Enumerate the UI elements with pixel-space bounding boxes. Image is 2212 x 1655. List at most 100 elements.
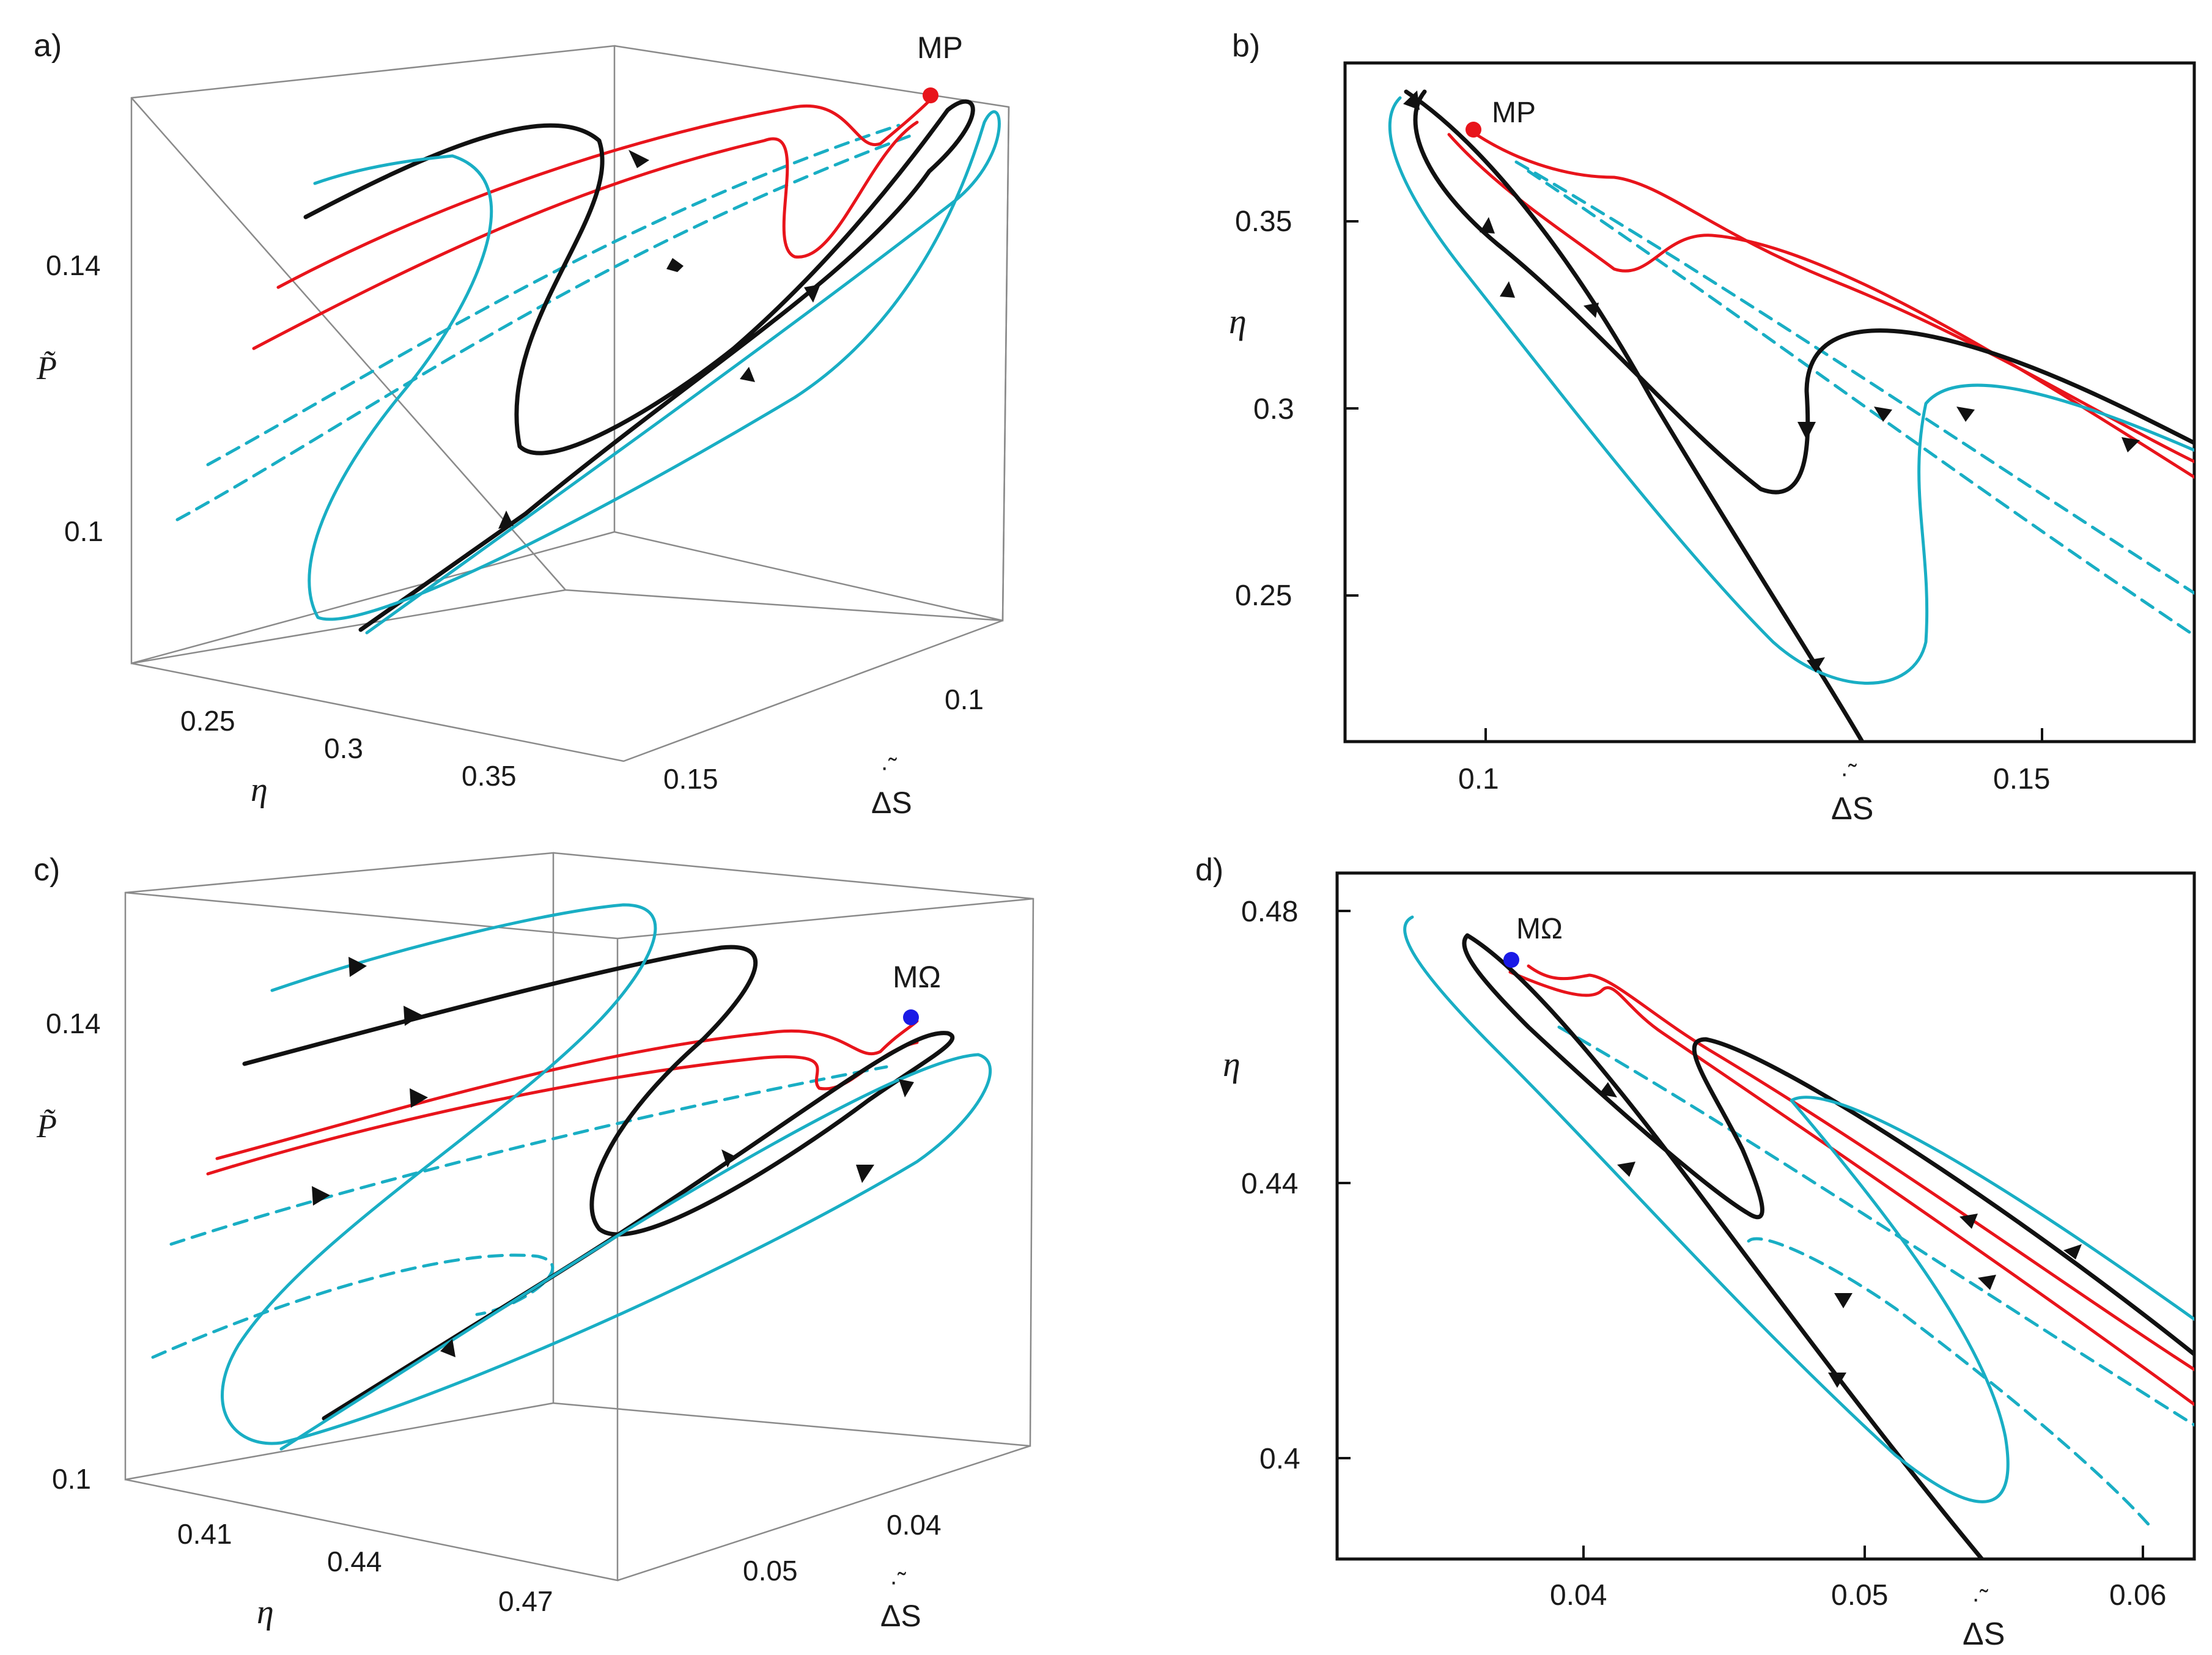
- panel-a-s-label: ΔS: [871, 786, 912, 820]
- panel-a-cyan-dashed-1: [175, 131, 919, 522]
- panel-b-arrow-8: [2122, 437, 2140, 452]
- panel-d-black-curve: [1462, 933, 2194, 1559]
- panel-b-x-label-tilde: ·̃: [1840, 760, 1857, 787]
- panel-b-arrow-6: [1874, 407, 1892, 422]
- panel-d-y-tick-1: 0.44: [1241, 1168, 1298, 1200]
- panel-a-s-label-tilde: ·̃: [880, 754, 897, 781]
- panel-c-eta-tick-1: 0.44: [327, 1546, 382, 1577]
- panel-d: d) 0.48 0.44 0.4 η 0.04 0.05 0.06 ΔS ·̃: [1195, 852, 2196, 1652]
- panel-d-arrow-1: [1599, 1082, 1617, 1097]
- panel-b-y-label: η: [1229, 301, 1247, 341]
- panel-a-mp-point: [923, 87, 938, 103]
- panel-c-cyan-dashed-1: [169, 1065, 888, 1246]
- panel-c-p-label: P̃: [36, 1108, 57, 1144]
- panel-d-x-label: ΔS: [1963, 1616, 2005, 1652]
- panel-b-label: b): [1232, 28, 1260, 64]
- panel-d-red-1: [1508, 970, 2194, 1407]
- panel-a: a) 0.14 0.1 P̃ 0.25 0.3 0.35 η 0.15 0.1 …: [34, 28, 1010, 820]
- panel-c-red-1: [206, 1041, 919, 1176]
- panel-d-cyan-dashed-2: [1747, 1237, 2154, 1530]
- panel-a-black-curve: [303, 99, 975, 632]
- panel-c: c) 0.14 0.1 P̃ 0.41 0.44 0.47 η 0.05 0.0…: [34, 852, 1034, 1633]
- panel-a-p-tick-0: 0.14: [46, 249, 101, 281]
- panel-d-arrow-4: [1828, 1373, 1846, 1388]
- panel-d-y-label: η: [1223, 1044, 1241, 1084]
- panel-d-x-tick-1: 0.05: [1831, 1579, 1888, 1612]
- panel-a-eta-tick-1: 0.3: [324, 732, 363, 764]
- panel-c-cyan-curve: [221, 903, 992, 1451]
- panel-b-arrow-4: [1583, 303, 1599, 318]
- panel-a-arrow-1: [629, 150, 649, 168]
- panel-b-mp-point: [1465, 122, 1481, 138]
- panel-d-red-2: [1527, 964, 2194, 1372]
- panel-c-arrow-3: [410, 1088, 428, 1108]
- panel-b-arrow-3: [1500, 281, 1515, 298]
- panel-c-black-curve: [242, 945, 955, 1421]
- panel-b-arrow-9: [1807, 657, 1825, 673]
- panel-b: b) 0.35 0.3 0.25 η 0.1 0.15 ΔS ·̃: [1229, 28, 2196, 827]
- panel-c-momega-point: [903, 1009, 919, 1025]
- panel-c-arrow-6: [899, 1079, 914, 1097]
- panel-a-arrow-4: [740, 367, 755, 382]
- panel-d-cyan-curve: [1403, 915, 2194, 1503]
- panel-d-y-tick-2: 0.4: [1259, 1443, 1300, 1475]
- panel-a-cyan-curve: [308, 110, 1001, 635]
- panel-b-x-tick-1: 0.15: [1993, 763, 2050, 795]
- panel-d-frame: [1335, 871, 2196, 1561]
- panel-b-x-label: ΔS: [1831, 791, 1873, 827]
- panel-b-y-tick-0: 0.35: [1235, 205, 1292, 238]
- panel-b-arrow-2: [1480, 217, 1495, 234]
- panel-c-eta-tick-0: 0.41: [177, 1518, 232, 1550]
- panel-a-cyan-dashed-2: [206, 123, 901, 466]
- panel-a-eta-tick-2: 0.35: [462, 760, 517, 792]
- panel-d-x-label-tilde: ·̃: [1972, 1585, 1988, 1612]
- panel-b-cyan-dashed-1: [1527, 169, 2194, 638]
- panel-d-y-tick-0: 0.48: [1241, 896, 1298, 928]
- panel-d-label: d): [1195, 852, 1223, 888]
- panel-c-eta-label: η: [257, 1593, 274, 1631]
- panel-a-p-tick-1: 0.1: [64, 515, 103, 547]
- panel-a-label: a): [34, 28, 62, 64]
- panel-c-arrow-5: [721, 1149, 734, 1168]
- panel-b-arrow-5: [1797, 422, 1816, 440]
- panel-c-momega-label: MΩ: [893, 960, 941, 994]
- panel-c-label: c): [34, 852, 60, 888]
- panel-a-red-1: [252, 120, 919, 350]
- panel-d-momega-point: [1503, 952, 1519, 968]
- panel-c-s-label: ΔS: [880, 1599, 921, 1633]
- panel-b-cyan-curve: [1388, 96, 2194, 685]
- panel-d-x-tick-0: 0.04: [1550, 1579, 1607, 1612]
- panel-b-arrow-1: [1403, 90, 1420, 110]
- panel-d-cyan-dashed-1: [1557, 1025, 2194, 1427]
- panel-c-s-label-tilde: ·̃: [890, 1568, 906, 1595]
- panel-b-y-tick-2: 0.25: [1235, 580, 1292, 612]
- panel-d-arrow-6: [1978, 1275, 1996, 1290]
- panel-b-arrow-7: [1956, 407, 1975, 422]
- panel-c-red-2: [215, 1019, 919, 1160]
- panel-c-arrow-8: [440, 1339, 455, 1357]
- panel-c-s-tick-1: 0.04: [887, 1509, 942, 1541]
- panel-c-p-tick-0: 0.14: [46, 1008, 101, 1039]
- panel-a-eta-label: η: [251, 771, 268, 809]
- panel-b-red-2: [1465, 127, 2194, 463]
- panel-d-momega-label: MΩ: [1516, 913, 1563, 945]
- panel-a-arrow-5: [498, 511, 514, 529]
- panel-d-arrow-2: [1617, 1162, 1635, 1177]
- panel-c-cyan-dashed-2: [151, 1253, 555, 1359]
- panel-a-mp-label: MP: [917, 31, 963, 65]
- panel-a-box: [130, 45, 1010, 762]
- panel-a-eta-tick-0: 0.25: [180, 705, 235, 737]
- panel-a-arrow-3: [804, 284, 820, 303]
- panel-c-arrow-2: [404, 1006, 422, 1026]
- panel-d-arrow-7: [2063, 1244, 2082, 1259]
- panel-a-red-2: [276, 96, 934, 289]
- panel-c-arrow-7: [856, 1165, 874, 1183]
- panel-b-x-tick-0: 0.1: [1458, 763, 1499, 795]
- panel-a-s-tick-1: 0.1: [945, 684, 984, 715]
- panel-c-eta-tick-2: 0.47: [498, 1585, 553, 1617]
- panel-b-black-curve: [1404, 89, 2194, 742]
- panel-a-p-label: P̃: [36, 350, 57, 386]
- panel-b-frame: [1343, 61, 2196, 743]
- panel-b-mp-label: MP: [1492, 97, 1536, 129]
